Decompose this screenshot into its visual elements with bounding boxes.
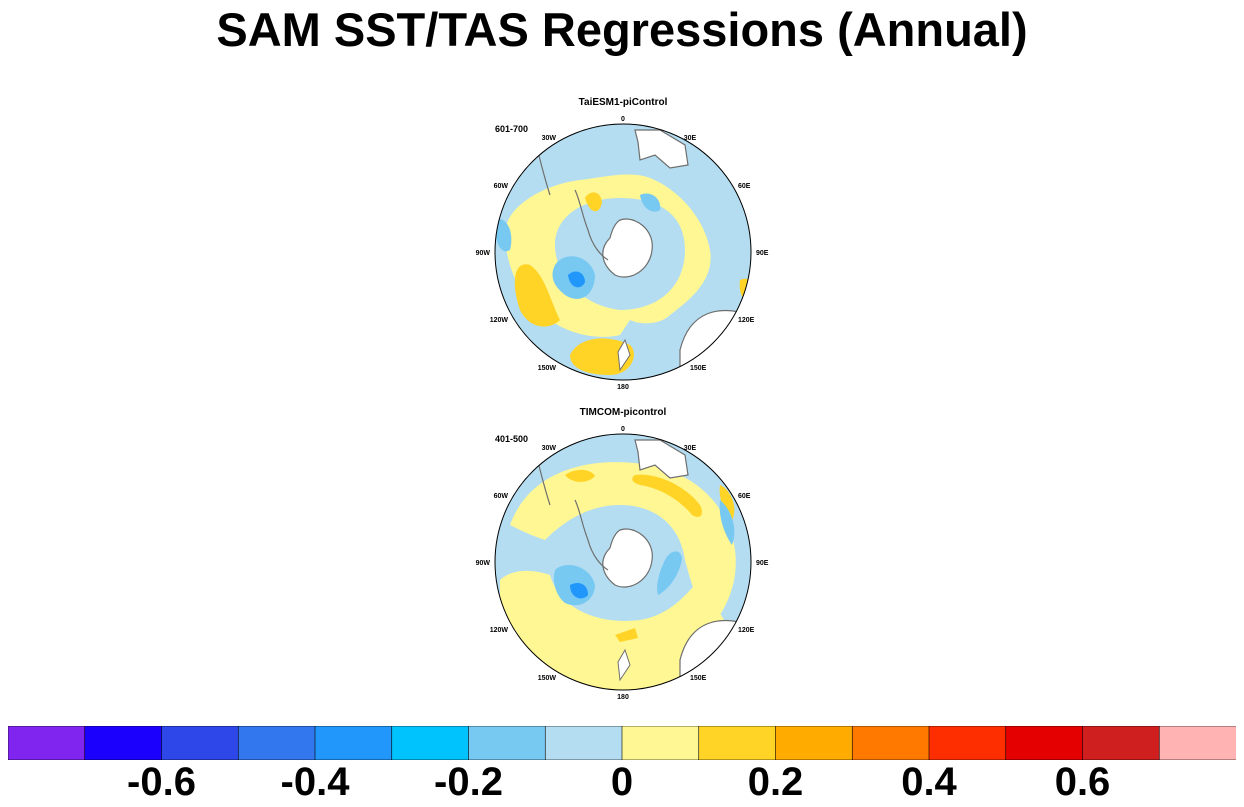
colorbar-label: 0.4	[901, 760, 957, 804]
colorbar-swatch	[237, 726, 316, 760]
colorbar-swatch	[544, 726, 623, 760]
colorbar-swatch	[1082, 726, 1161, 760]
regression-field	[495, 434, 751, 690]
page-title: SAM SST/TAS Regressions (Annual)	[216, 3, 1028, 56]
colorbar-swatch	[468, 726, 547, 760]
lon-label-120e: 120E	[738, 627, 755, 634]
lon-label-180: 180	[617, 694, 629, 700]
colorbar-swatch	[314, 726, 393, 760]
map-boundary	[494, 433, 752, 691]
colorbar-swatch	[775, 726, 854, 760]
panel-years: 601-700	[495, 124, 528, 134]
colorbar-swatch	[391, 726, 470, 760]
map-boundary	[494, 123, 752, 381]
colorbar-label: 0	[610, 760, 634, 804]
colorbar-swatch	[698, 726, 777, 760]
lon-label-120e: 120E	[738, 317, 755, 324]
lon-label-120w: 120W	[490, 317, 509, 324]
lon-label-90w: 90W	[476, 560, 491, 567]
lon-label-30w: 30W	[542, 445, 557, 452]
lon-label-60w: 60W	[494, 493, 509, 500]
lon-label-30w: 30W	[542, 135, 557, 142]
panel-years: 401-500	[495, 434, 528, 444]
lon-label-150w: 150W	[538, 675, 557, 682]
lon-label-150w: 150W	[538, 365, 557, 372]
colorbar-swatch	[1005, 726, 1084, 760]
map-panel-taiesm1: TaiESM1-piControl 601-700 0 30E 60E 90E …	[476, 97, 769, 390]
colorbar-label: -0.6	[127, 760, 196, 804]
colorbar-swatch	[928, 726, 1007, 760]
lon-label-60w: 60W	[494, 183, 509, 190]
lon-label-30e: 30E	[684, 135, 697, 142]
lon-label-60e: 60E	[738, 493, 751, 500]
lon-label-0: 0	[621, 116, 625, 123]
lon-label-0: 0	[621, 426, 625, 433]
colorbar-label: 0.2	[747, 760, 804, 804]
lon-label-90w: 90W	[476, 250, 491, 257]
colorbar	[8, 726, 1236, 760]
lon-label-60e: 60E	[738, 183, 751, 190]
map-panel-timcom: TIMCOM-picontrol 401-500 0 30E 60E 90E 1…	[476, 407, 769, 700]
colorbar-labels: -0.6 -0.4 -0.2 0 0.2 0.4 0.6	[0, 760, 1244, 807]
colorbar-swatch	[1158, 726, 1236, 760]
lon-label-120w: 120W	[490, 627, 509, 634]
colorbar-swatch	[161, 726, 240, 760]
lon-label-90e: 90E	[756, 250, 769, 257]
panel-title: TIMCOM-picontrol	[580, 407, 667, 418]
lon-label-90e: 90E	[756, 560, 769, 567]
colorbar-swatch	[84, 726, 163, 760]
colorbar-label: -0.4	[280, 760, 350, 804]
lon-label-30e: 30E	[684, 445, 697, 452]
colorbar-label: -0.2	[434, 760, 503, 804]
lon-label-180: 180	[617, 384, 629, 390]
colorbar-label: 0.6	[1054, 760, 1111, 804]
lon-label-150e: 150E	[690, 675, 707, 682]
colorbar-swatch	[8, 726, 86, 760]
colorbar-swatch	[621, 726, 700, 760]
panel-title: TaiESM1-piControl	[579, 97, 668, 108]
regression-field	[495, 124, 751, 380]
lon-label-150e: 150E	[690, 365, 707, 372]
colorbar-swatch	[851, 726, 930, 760]
